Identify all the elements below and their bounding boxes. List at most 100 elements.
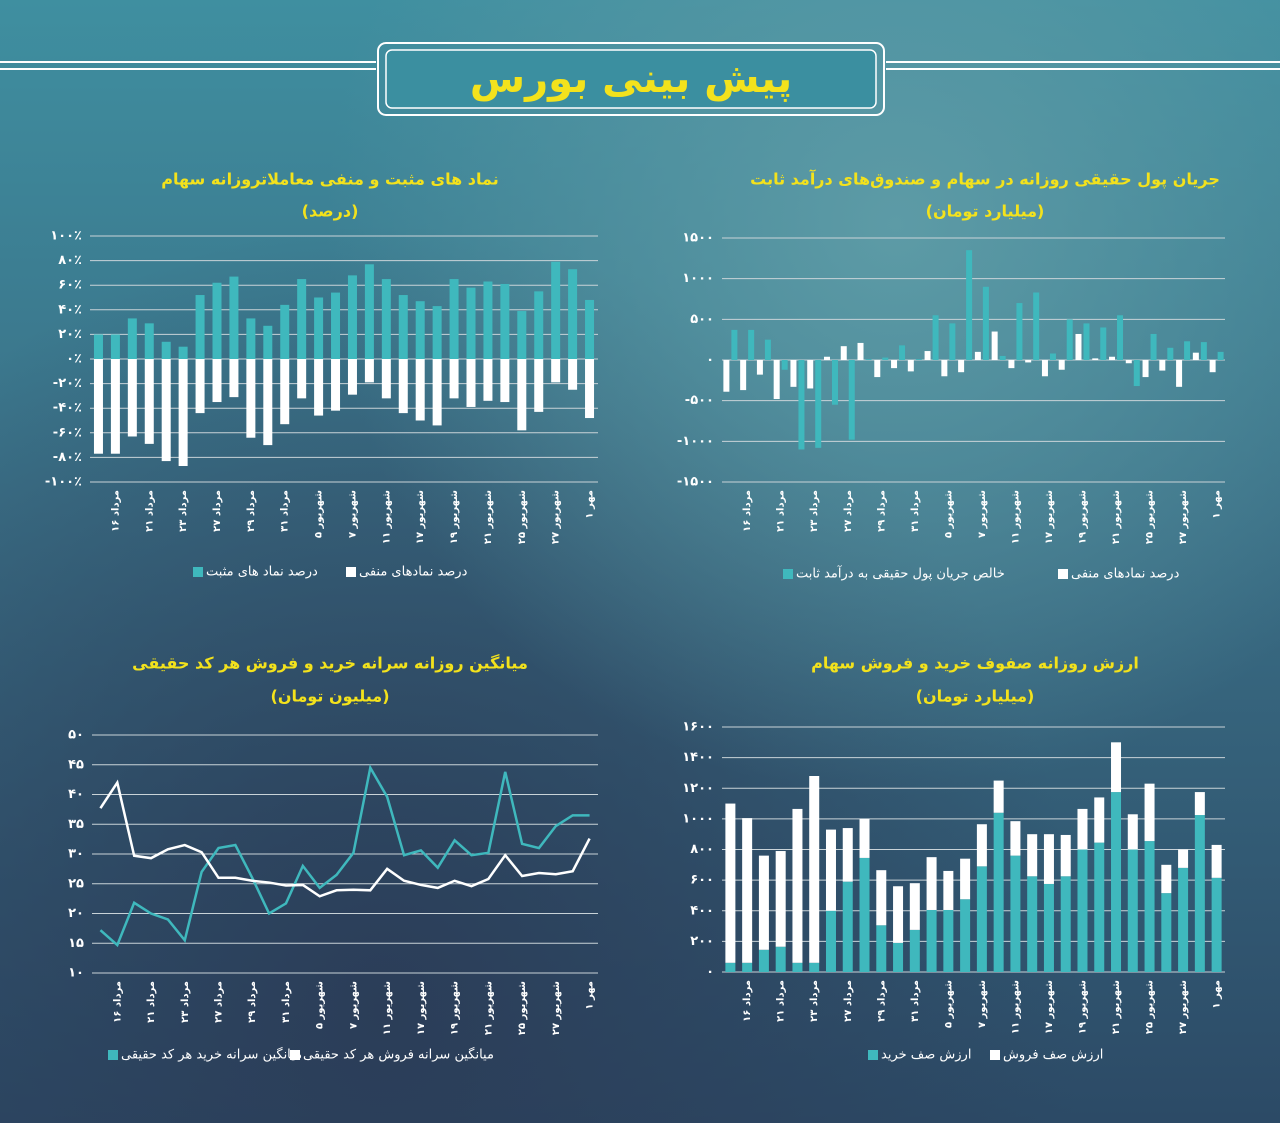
y-tick-label: -۱۰۰٪	[45, 475, 82, 490]
x-tick-label: ۲۷ شهریور	[1178, 490, 1189, 544]
x-tick-label: ۱۱ شهریور	[381, 490, 392, 544]
bar	[246, 318, 256, 359]
x-tick-label: ۵ شهریور	[314, 490, 325, 538]
bar-segment	[825, 910, 836, 972]
bar-segment	[909, 929, 920, 972]
bar-segment	[1211, 844, 1222, 878]
x-tick-label: ۱۶ مرداد	[742, 490, 753, 532]
bar	[347, 275, 357, 359]
bar-segment	[1161, 864, 1172, 894]
x-tick-label: ۲۹ مرداد	[876, 490, 887, 532]
x-tick-label: ۲۵ شهریور	[1145, 490, 1156, 544]
bar-segment	[792, 962, 803, 972]
bar-segment	[1077, 808, 1088, 850]
bar	[534, 291, 544, 359]
bar	[314, 359, 324, 416]
legend-label: ارزش صف خرید	[881, 1048, 971, 1063]
bar	[331, 292, 341, 359]
x-tick-label: ۲۱ مرداد	[776, 490, 787, 532]
bar-segment	[775, 851, 786, 947]
bar-segment	[943, 870, 954, 910]
x-tick-label: ۲۵ شهریور	[1145, 980, 1156, 1034]
x-tick-label: ۱ مهر	[1212, 980, 1223, 1009]
bar-segment	[893, 886, 904, 943]
bar	[723, 360, 730, 392]
bar-segment	[1178, 867, 1189, 972]
bar	[1066, 319, 1073, 360]
bar	[466, 359, 476, 407]
bar	[178, 346, 188, 359]
bar-segment	[1127, 814, 1138, 850]
bar	[297, 279, 307, 359]
bar	[1117, 315, 1124, 360]
x-tick-label: ۲۱ مرداد	[146, 981, 157, 1023]
x-tick-label: ۱۷ شهریور	[1044, 490, 1055, 544]
bar	[1025, 360, 1032, 363]
bar-segment	[1178, 849, 1189, 868]
x-tick-label: ۱ مهر	[585, 490, 596, 519]
chart-subtitle: (میلیارد تومان)	[916, 687, 1035, 706]
bar	[297, 359, 307, 399]
bar-segment	[1010, 855, 1021, 972]
bar-segment	[1127, 849, 1138, 972]
bar	[1200, 342, 1207, 360]
y-tick-label: -۵۰۰	[685, 393, 714, 408]
bar-segment	[1111, 792, 1122, 972]
bar	[195, 295, 205, 359]
bar-segment	[725, 962, 736, 972]
bar	[848, 360, 855, 440]
legend-label: خالص جریان پول حقیقی به درآمد ثابت	[796, 565, 1005, 582]
x-tick-label: ۱ مهر	[1212, 490, 1223, 519]
legend-swatch	[290, 1050, 300, 1060]
legend-label: میانگین سرانه فروش هر کد حقیقی	[303, 1047, 494, 1063]
bar	[740, 360, 747, 391]
bar	[263, 359, 273, 446]
bar-segment	[993, 780, 1004, 813]
bar-segment	[893, 942, 904, 972]
x-tick-label: ۲۱ مرداد	[144, 490, 155, 532]
y-tick-label: ۲۰٪	[58, 327, 82, 342]
bar	[1100, 327, 1107, 360]
bar	[999, 355, 1006, 360]
bar	[381, 279, 391, 359]
x-tick-label: ۵ شهریور	[315, 981, 326, 1029]
bar	[991, 331, 998, 360]
bar	[314, 297, 324, 359]
y-tick-label: ۴۰	[68, 787, 84, 802]
bar	[958, 360, 965, 373]
y-tick-label: -۲۰٪	[53, 376, 82, 391]
x-tick-label: ۱۶ مرداد	[742, 980, 753, 1022]
bar	[229, 359, 239, 398]
bar	[1150, 333, 1157, 360]
y-tick-label: ۶۰۰	[690, 873, 714, 888]
bar	[1176, 360, 1183, 387]
bar	[568, 359, 578, 390]
bar	[823, 356, 830, 360]
bar	[1008, 360, 1015, 369]
bar	[891, 360, 898, 369]
x-tick-label: ۲۳ مرداد	[809, 490, 820, 532]
y-tick-label: -۱۵۰۰	[677, 475, 714, 490]
bar	[483, 359, 493, 401]
x-tick-label: ۱۱ شهریور	[382, 981, 393, 1035]
bar	[1083, 323, 1090, 360]
bar	[1109, 356, 1116, 360]
bar-segment	[976, 824, 987, 867]
x-tick-label: ۲۹ مرداد	[247, 981, 258, 1023]
x-tick-label: ۲۷ شهریور	[551, 981, 562, 1035]
x-tick-label: ۲۷ مرداد	[843, 490, 854, 532]
legend-swatch	[783, 569, 793, 579]
bar	[798, 360, 805, 450]
bar-segment	[859, 857, 870, 972]
bar	[398, 359, 408, 414]
y-tick-label: ۴۰۰	[690, 903, 714, 918]
bar	[449, 279, 459, 359]
bar	[178, 359, 188, 467]
bar-segment	[1043, 834, 1054, 884]
x-tick-label: ۱۷ شهریور	[415, 490, 426, 544]
bar	[1058, 360, 1065, 370]
bar	[1142, 360, 1149, 378]
line-series	[99, 779, 591, 898]
legend-label: میانگین سرانه خرید هر کد حقیقی	[121, 1047, 302, 1063]
bar-segment	[976, 866, 987, 972]
